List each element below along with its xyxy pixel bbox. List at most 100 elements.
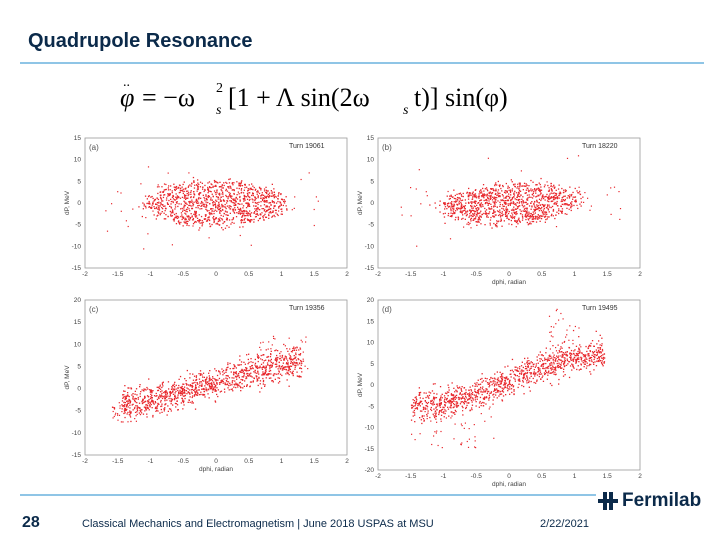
scatter-point — [579, 193, 581, 195]
scatter-point — [464, 199, 466, 201]
scatter-point — [140, 410, 142, 413]
scatter-point — [181, 186, 183, 188]
scatter-point — [182, 400, 185, 402]
scatter-point — [200, 385, 202, 387]
scatter-point — [194, 210, 196, 212]
scatter-point — [501, 215, 504, 217]
scatter-point — [155, 402, 157, 404]
scatter-point — [575, 360, 577, 362]
scatter-point — [467, 221, 469, 224]
scatter-point — [477, 383, 480, 386]
scatter-point — [471, 393, 473, 395]
scatter-point — [552, 210, 554, 212]
scatter-point — [301, 341, 303, 343]
scatter-points — [400, 155, 622, 247]
scatter-point — [555, 366, 557, 369]
x-tick-label: -1.5 — [405, 271, 417, 278]
scatter-point — [440, 402, 442, 404]
scatter-point — [494, 190, 497, 192]
scatter-point — [232, 201, 234, 204]
scatter-point — [234, 202, 236, 204]
scatter-point — [191, 391, 193, 393]
scatter-point — [192, 385, 194, 388]
scatter-point — [197, 182, 199, 184]
scatter-point — [262, 194, 265, 196]
scatter-points — [105, 166, 319, 250]
scatter-point — [247, 219, 249, 221]
scatter-point — [118, 414, 121, 416]
scatter-point — [252, 201, 254, 203]
scatter-point — [481, 191, 483, 193]
scatter-point — [453, 387, 455, 389]
scatter-point — [287, 362, 289, 364]
scatter-point — [422, 418, 425, 420]
scatter-point — [444, 405, 446, 407]
scatter-point — [260, 197, 262, 199]
scatter-point — [535, 207, 537, 209]
scatter-point — [174, 208, 176, 210]
scatter-point — [550, 355, 552, 357]
scatter-point — [577, 353, 579, 355]
scatter-point — [245, 369, 247, 371]
scatter-point — [549, 356, 551, 358]
scatter-point — [500, 383, 502, 385]
scatter-point — [502, 184, 504, 187]
scatter-point — [561, 356, 564, 358]
scatter-point — [522, 200, 524, 202]
scatter-point — [489, 406, 491, 408]
scatter-point — [548, 206, 551, 208]
scatter-point — [213, 221, 215, 224]
scatter-point — [571, 203, 573, 205]
scatter-point — [159, 412, 161, 414]
scatter-point — [530, 223, 532, 225]
scatter-point — [527, 363, 529, 365]
scatter-point — [557, 366, 559, 369]
scatter-point — [219, 373, 221, 375]
scatter-point — [431, 390, 434, 392]
scatter-point — [504, 190, 506, 192]
scatter-point — [547, 205, 549, 207]
scatter-point — [161, 382, 164, 384]
scatter-point — [544, 373, 546, 376]
scatter-point — [156, 386, 158, 388]
scatter-point — [526, 371, 529, 374]
scatter-point — [178, 392, 180, 394]
scatter-point — [183, 404, 185, 406]
scatter-point — [225, 194, 227, 197]
scatter-point — [475, 447, 477, 449]
scatter-point — [540, 365, 542, 367]
scatter-point — [244, 184, 246, 186]
scatter-point — [574, 325, 576, 328]
scatter-point — [494, 378, 496, 380]
scatter-point — [209, 382, 211, 385]
scatter-point — [470, 395, 472, 397]
scatter-point — [488, 394, 490, 396]
scatter-point — [272, 380, 274, 382]
scatter-point — [168, 391, 171, 393]
scatter-point — [451, 213, 454, 215]
scatter-point — [233, 386, 235, 388]
scatter-point — [143, 205, 145, 207]
scatter-point — [460, 201, 462, 204]
scatter-point — [479, 205, 481, 207]
scatter-point — [197, 207, 199, 209]
scatter-point — [502, 395, 505, 397]
scatter-point — [574, 201, 577, 203]
scatter-point — [491, 188, 493, 190]
scatter-point — [231, 388, 233, 390]
scatter-point — [449, 238, 452, 240]
scatter-point — [227, 363, 229, 366]
scatter-point — [241, 219, 243, 221]
scatter-point — [545, 371, 548, 373]
scatter-point — [511, 358, 514, 361]
scatter-point — [141, 389, 143, 391]
scatter-point — [149, 402, 151, 404]
scatter-point — [469, 193, 471, 195]
scatter-point — [549, 197, 551, 200]
y-tick-label: 20 — [367, 297, 375, 304]
scatter-point — [150, 207, 153, 209]
scatter-point — [128, 398, 130, 401]
scatter-point — [117, 414, 119, 416]
scatter-point — [262, 215, 264, 218]
scatter-point — [456, 406, 458, 408]
